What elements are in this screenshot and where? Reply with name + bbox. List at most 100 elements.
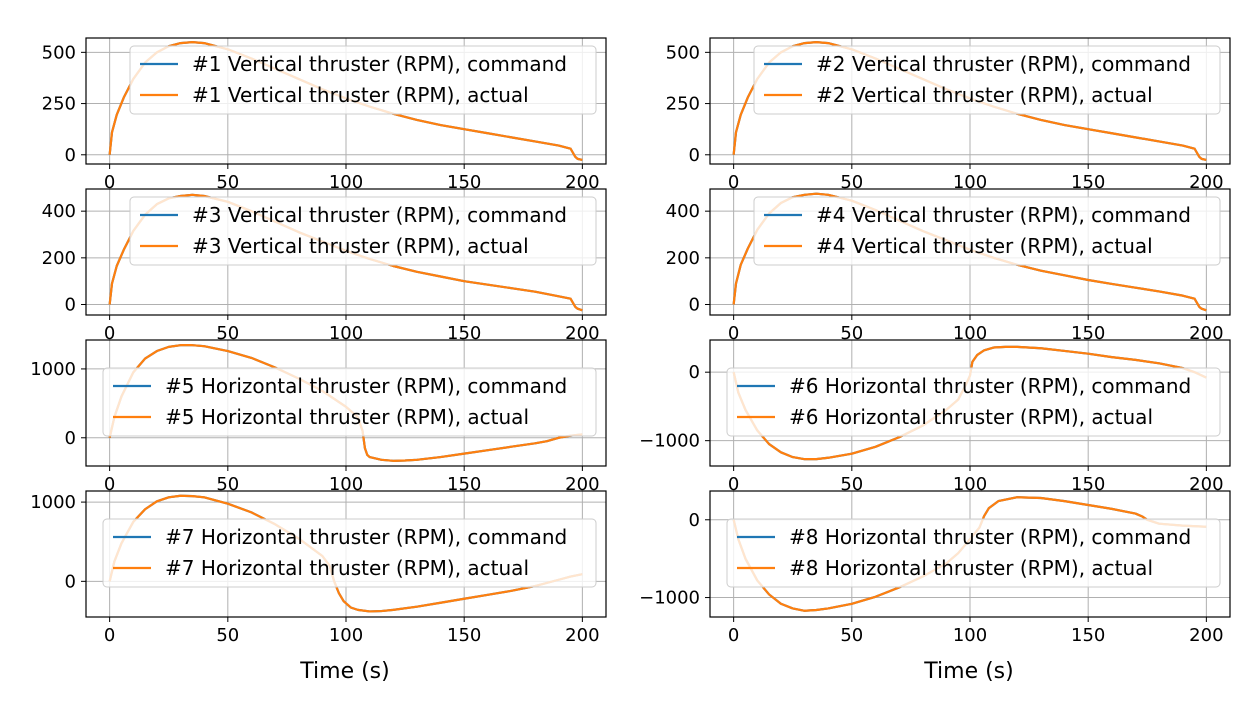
x-tick-label: 200 xyxy=(565,172,599,193)
y-tick-label: 0 xyxy=(65,295,76,316)
legend-entry: #3 Vertical thruster (RPM), command xyxy=(192,203,567,227)
x-tick-label: 50 xyxy=(840,474,863,495)
legend-box xyxy=(753,196,1221,266)
y-tick-label: 500 xyxy=(666,42,700,63)
x-tick-label: 150 xyxy=(447,172,481,193)
legend-entry: #4 Vertical thruster (RPM), actual xyxy=(816,234,1153,258)
x-tick-label: 100 xyxy=(953,474,987,495)
legend-entry: #6 Horizontal thruster (RPM), actual xyxy=(789,405,1153,429)
legend-box xyxy=(129,45,597,115)
x-tick-label: 100 xyxy=(329,474,363,495)
legend-box xyxy=(102,367,597,437)
x-tick-label: 150 xyxy=(1071,172,1105,193)
subplot-1: 0 50 100 150 200 0 250 500 #1 Vertical thruster … xyxy=(42,37,607,193)
x-tick-label: 0 xyxy=(728,625,739,646)
subplot-3: 0 50 100 150 200 0 200 400 #3 Vertical thruster … xyxy=(42,188,607,344)
legend-entry: #8 Horizontal thruster (RPM), command xyxy=(789,525,1191,549)
legend-entry: #8 Horizontal thruster (RPM), actual xyxy=(789,556,1153,580)
x-tick-label: 200 xyxy=(565,474,599,495)
x-tick-label: 200 xyxy=(565,323,599,344)
subplot-6: 0 50 100 150 200 −1000 0 #6 Horizontal thruster… xyxy=(639,339,1231,495)
x-tick-label: 0 xyxy=(104,625,115,646)
y-tick-label: 250 xyxy=(666,94,700,115)
x-tick-label: 100 xyxy=(953,172,987,193)
x-tick-label: 50 xyxy=(840,323,863,344)
legend-entry: #4 Vertical thruster (RPM), command xyxy=(816,203,1191,227)
x-tick-label: 100 xyxy=(953,323,987,344)
y-tick-label: 400 xyxy=(666,201,700,222)
x-tick-label: 150 xyxy=(447,625,481,646)
x-tick-label: 100 xyxy=(329,172,363,193)
x-tick-label: 200 xyxy=(1189,625,1223,646)
x-tick-label: 100 xyxy=(953,625,987,646)
x-tick-label: 200 xyxy=(565,625,599,646)
x-tick-label: 150 xyxy=(1071,323,1105,344)
legend-box xyxy=(726,518,1221,588)
subplot-2: 0 50 100 150 200 0 250 500 #2 Vertical thruster … xyxy=(666,37,1231,193)
legend: #6 Horizontal thruster (RPM), command #6 … xyxy=(726,367,1221,437)
legend-entry: #7 Horizontal thruster (RPM), actual xyxy=(165,556,529,580)
x-tick-label: 0 xyxy=(728,172,739,193)
legend-entry: #1 Vertical thruster (RPM), command xyxy=(192,52,567,76)
y-tick-label: 200 xyxy=(42,248,76,269)
legend: #2 Vertical thruster (RPM), command #2 Ve… xyxy=(753,45,1221,115)
x-tick-label: 100 xyxy=(329,323,363,344)
y-tick-label: 1000 xyxy=(30,359,76,380)
legend-box xyxy=(753,45,1221,115)
legend: #3 Vertical thruster (RPM), command #3 Ve… xyxy=(129,196,597,266)
x-tick-label: 200 xyxy=(1189,172,1223,193)
x-tick-label: 50 xyxy=(216,625,239,646)
legend: #1 Vertical thruster (RPM), command #1 Ve… xyxy=(129,45,597,115)
legend-box xyxy=(129,196,597,266)
y-tick-label: 0 xyxy=(65,571,76,592)
legend-entry: #1 Vertical thruster (RPM), actual xyxy=(192,83,529,107)
x-tick-label: 0 xyxy=(728,323,739,344)
legend-box xyxy=(726,367,1221,437)
x-tick-label: 200 xyxy=(1189,474,1223,495)
x-tick-label: 0 xyxy=(104,323,115,344)
legend-entry: #7 Horizontal thruster (RPM), command xyxy=(165,525,567,549)
x-tick-label: 150 xyxy=(447,323,481,344)
legend: #5 Horizontal thruster (RPM), command #5 … xyxy=(102,367,597,437)
x-tick-label: 150 xyxy=(447,474,481,495)
legend: #4 Vertical thruster (RPM), command #4 Ve… xyxy=(753,196,1221,266)
y-tick-label: −1000 xyxy=(639,431,700,452)
x-tick-label: 50 xyxy=(216,474,239,495)
x-tick-label: 0 xyxy=(728,474,739,495)
y-tick-label: 0 xyxy=(689,295,700,316)
x-tick-label: 150 xyxy=(1071,625,1105,646)
x-tick-label: 50 xyxy=(216,323,239,344)
subplot-7: 0 50 100 150 200 0 1000 #7 Horizontal thruster … xyxy=(30,490,607,646)
legend-entry: #6 Horizontal thruster (RPM), command xyxy=(789,374,1191,398)
y-tick-label: 0 xyxy=(689,362,700,383)
y-tick-label: 500 xyxy=(42,42,76,63)
subplot-4: 0 50 100 150 200 0 200 400 #4 Vertical thruster … xyxy=(666,188,1231,344)
subplot-5: 0 50 100 150 200 0 1000 #5 Horizontal thruster … xyxy=(30,339,607,495)
x-tick-label: 50 xyxy=(840,625,863,646)
y-tick-label: 200 xyxy=(666,248,700,269)
x-tick-label: 200 xyxy=(1189,323,1223,344)
legend: #8 Horizontal thruster (RPM), command #8 … xyxy=(726,518,1221,588)
y-tick-label: 0 xyxy=(65,145,76,166)
y-tick-label: 0 xyxy=(689,510,700,531)
legend: #7 Horizontal thruster (RPM), command #7 … xyxy=(102,518,597,588)
y-tick-label: −1000 xyxy=(639,588,700,609)
x-tick-label: 100 xyxy=(329,625,363,646)
y-tick-label: 0 xyxy=(689,145,700,166)
legend-entry: #5 Horizontal thruster (RPM), command xyxy=(165,374,567,398)
x-tick-label: 0 xyxy=(104,474,115,495)
subplot-8: 0 50 100 150 200 −1000 0 #8 Horizontal thruster… xyxy=(639,490,1231,646)
x-axis-label-left: Time (s) xyxy=(299,659,389,684)
x-tick-label: 50 xyxy=(216,172,239,193)
x-tick-label: 150 xyxy=(1071,474,1105,495)
x-tick-label: 50 xyxy=(840,172,863,193)
y-tick-label: 0 xyxy=(65,428,76,449)
y-tick-label: 250 xyxy=(42,94,76,115)
y-tick-label: 400 xyxy=(42,201,76,222)
y-tick-label: 1000 xyxy=(30,492,76,513)
legend-entry: #3 Vertical thruster (RPM), actual xyxy=(192,234,529,258)
legend-entry: #2 Vertical thruster (RPM), actual xyxy=(816,83,1153,107)
legend-entry: #5 Horizontal thruster (RPM), actual xyxy=(165,405,529,429)
x-tick-label: 0 xyxy=(104,172,115,193)
